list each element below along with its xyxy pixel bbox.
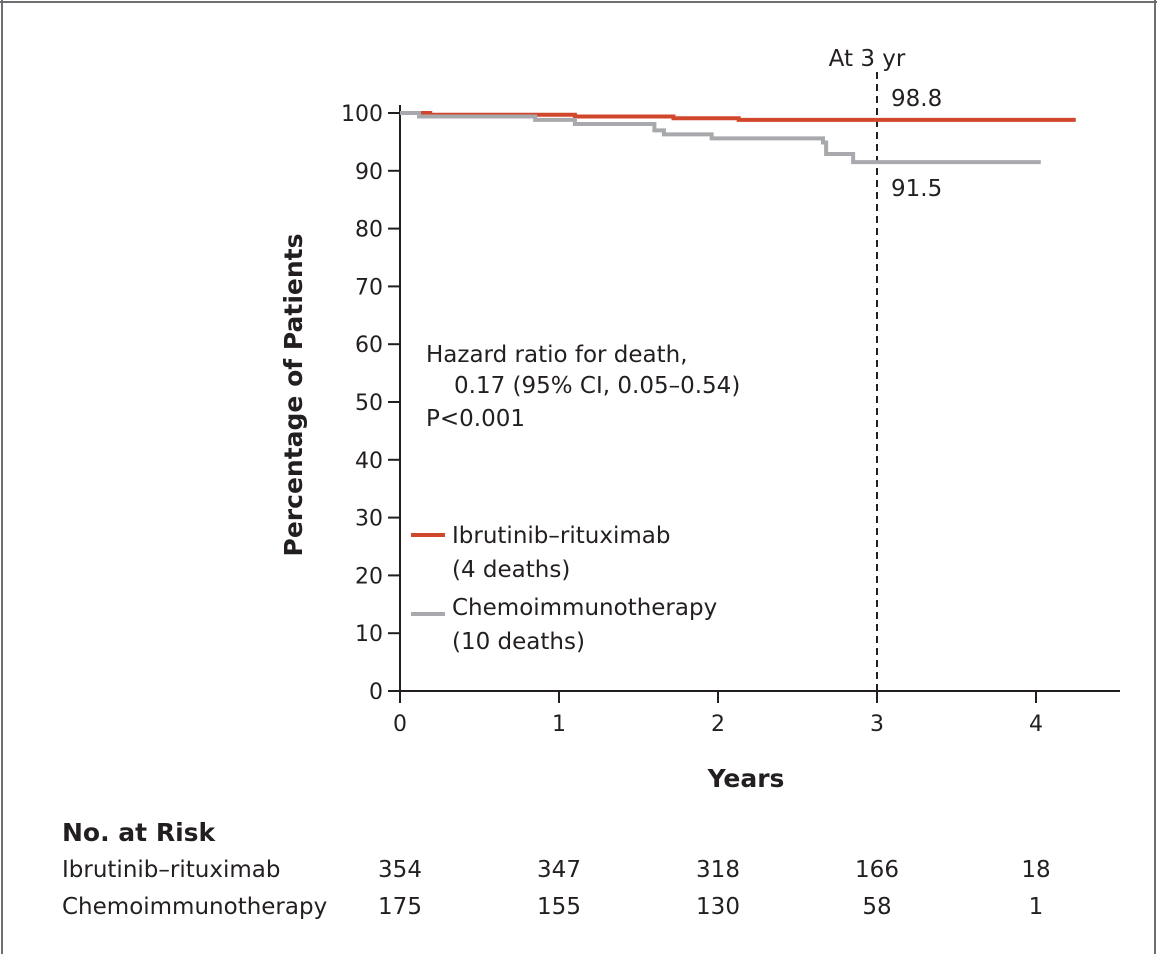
y-tick-label-60: 60 xyxy=(355,333,383,358)
reference-line-label: At 3 yr xyxy=(829,46,906,72)
y-tick-label-80: 80 xyxy=(355,218,383,243)
y-tick-label-100: 100 xyxy=(341,102,383,127)
x-tick-label-2: 2 xyxy=(711,712,725,737)
risk-value-chemo-2: 130 xyxy=(696,894,740,920)
risk-value-chemo-4: 1 xyxy=(1029,894,1044,920)
y-tick-label-10: 10 xyxy=(355,622,383,647)
y-tick-label-50: 50 xyxy=(355,391,383,416)
y-tick-label-20: 20 xyxy=(355,564,383,589)
hazard-ratio-line2: 0.17 (95% CI, 0.05–0.54) xyxy=(454,373,740,399)
y-tick-label-90: 90 xyxy=(355,160,383,185)
x-tick-label-0: 0 xyxy=(393,712,407,737)
series-layer xyxy=(400,111,1076,165)
y-tick-label-0: 0 xyxy=(369,680,383,705)
risk-value-ibrutinib-4: 18 xyxy=(1021,857,1050,883)
series-line-chemoimmunotherapy xyxy=(400,111,1041,165)
y-axis-ticks: 0 10 20 30 40 50 60 70 80 90 100 xyxy=(341,102,400,705)
risk-value-ibrutinib-3: 166 xyxy=(855,857,899,883)
risk-value-ibrutinib-0: 354 xyxy=(378,857,422,883)
annotation-chemo-3yr: 91.5 xyxy=(891,176,942,202)
risk-table: No. at Risk Ibrutinib–rituximab Chemoimm… xyxy=(62,818,1051,920)
legend: Ibrutinib–rituximab (4 deaths) Chemoimmu… xyxy=(411,523,717,655)
risk-row-label-ibrutinib: Ibrutinib–rituximab xyxy=(62,857,280,883)
x-axis-title: Years xyxy=(707,764,785,793)
legend-label-chemo: Chemoimmunotherapy xyxy=(452,595,717,621)
legend-note-chemo: (10 deaths) xyxy=(452,629,585,655)
x-tick-label-3: 3 xyxy=(870,712,884,737)
risk-table-title: No. at Risk xyxy=(62,818,217,847)
hazard-ratio-line1: Hazard ratio for death, xyxy=(426,342,688,368)
risk-row-label-chemo: Chemoimmunotherapy xyxy=(62,894,327,920)
x-tick-label-4: 4 xyxy=(1029,712,1043,737)
y-tick-label-70: 70 xyxy=(355,275,383,300)
p-value: P<0.001 xyxy=(426,406,525,432)
risk-value-chemo-3: 58 xyxy=(862,894,891,920)
y-tick-label-30: 30 xyxy=(355,507,383,532)
y-axis-title: Percentage of Patients xyxy=(279,234,308,557)
y-tick-label-40: 40 xyxy=(355,449,383,474)
legend-note-ibrutinib: (4 deaths) xyxy=(452,557,570,583)
risk-value-chemo-0: 175 xyxy=(378,894,422,920)
risk-value-ibrutinib-1: 347 xyxy=(537,857,581,883)
x-axis-ticks: 0 1 2 3 4 xyxy=(393,691,1043,737)
legend-label-ibrutinib: Ibrutinib–rituximab xyxy=(452,523,670,549)
x-tick-label-1: 1 xyxy=(552,712,566,737)
annotation-ibrutinib-3yr: 98.8 xyxy=(891,86,942,112)
series-line-ibrutinib-rituximab xyxy=(400,111,1076,122)
risk-value-chemo-1: 155 xyxy=(537,894,581,920)
risk-value-ibrutinib-2: 318 xyxy=(696,857,740,883)
